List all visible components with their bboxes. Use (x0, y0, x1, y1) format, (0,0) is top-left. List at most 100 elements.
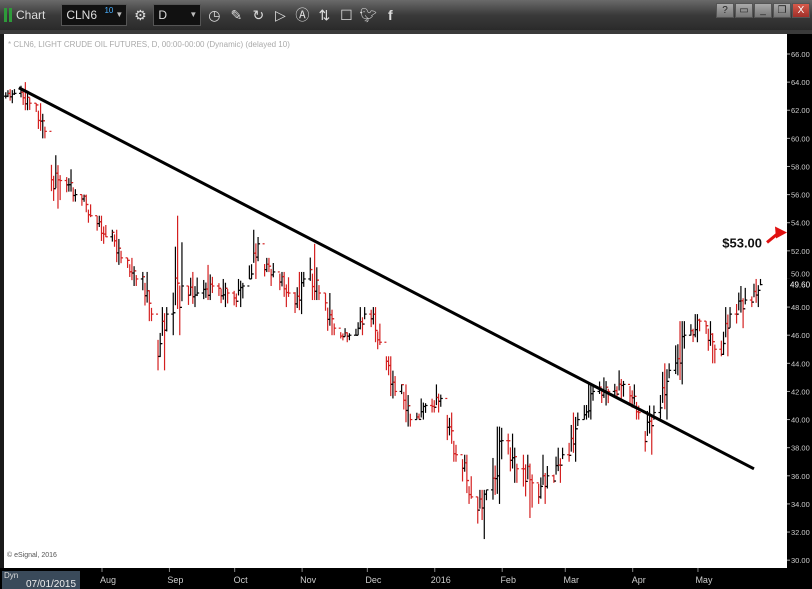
price-bar (162, 313, 167, 371)
price-bar (310, 268, 315, 301)
restore-button[interactable]: ❐ (773, 3, 791, 18)
price-bar (38, 103, 43, 131)
cursor-label-box (2, 571, 80, 589)
price-bar (103, 224, 108, 238)
link-window-button[interactable]: ▭ (735, 3, 753, 18)
price-bar (190, 271, 195, 304)
price-bar (601, 377, 606, 398)
target-price-label: $53.00 (722, 235, 762, 250)
play-icon[interactable]: ▷ (274, 7, 286, 23)
price-bar (264, 257, 269, 273)
price-bar (125, 257, 130, 268)
price-bar (129, 257, 134, 281)
price-bar (42, 120, 47, 139)
price-bar (116, 238, 121, 265)
comment-icon[interactable]: ☐ (340, 7, 353, 23)
symbol-input[interactable]: CLN6 10 ▼ (61, 4, 128, 26)
price-bar (179, 242, 184, 308)
price-bar (591, 384, 596, 401)
price-bar (27, 96, 32, 110)
price-bar (693, 314, 698, 338)
window-title: Chart (16, 8, 46, 22)
minimize-button[interactable]: _ (754, 3, 772, 18)
gear-icon[interactable]: ⚙ (134, 7, 147, 23)
price-bar (495, 426, 500, 494)
chevron-down-icon[interactable]: ▼ (115, 10, 124, 19)
price-bar (586, 384, 591, 418)
price-bar (149, 302, 154, 322)
price-bar (421, 402, 426, 420)
price-bar (225, 287, 230, 304)
price-bar (249, 264, 254, 280)
y-tick-label: 36.00 (791, 472, 810, 481)
price-bar (347, 333, 352, 341)
price-bar (649, 414, 654, 455)
price-bar (23, 82, 28, 111)
x-tick-label: Mar (564, 575, 580, 585)
price-bar (571, 412, 576, 453)
price-bar (506, 433, 511, 455)
price-bar (160, 307, 165, 345)
alert-icon[interactable]: Ⓐ (295, 7, 310, 23)
x-tick-label: Dec (365, 575, 382, 585)
price-bar (399, 384, 404, 395)
price-bar (119, 247, 124, 264)
twitter-icon[interactable]: 🐦︎ (359, 7, 378, 23)
price-bar (738, 285, 743, 313)
price-bar (69, 169, 74, 192)
price-bar (632, 384, 637, 405)
price-bar (560, 447, 565, 466)
close-button[interactable]: X (792, 3, 810, 18)
price-bar (203, 282, 208, 298)
price-bar (493, 465, 498, 495)
help-button[interactable]: ? (716, 3, 734, 18)
price-bar (556, 447, 561, 472)
price-bar (510, 433, 515, 469)
price-bar (325, 302, 330, 331)
price-bar (706, 325, 711, 351)
copyright: © eSignal, 2016 (7, 552, 57, 559)
price-bar (464, 454, 469, 494)
cursor-date-label: 07/01/2015 (26, 579, 76, 589)
clock-icon[interactable]: ◷ (208, 7, 221, 23)
price-bar (195, 277, 200, 297)
price-bar (353, 328, 358, 336)
price-bar (667, 363, 672, 383)
link-icon[interactable]: ⇅ (318, 7, 331, 23)
refresh-icon[interactable]: ↻ (252, 7, 265, 23)
price-axis[interactable]: 66.00 64.00 62.00 60.00 58.00 56.00 54.00 52.00… (787, 34, 812, 568)
price-bar (449, 412, 454, 444)
pencil-icon[interactable]: ✎ (230, 7, 243, 23)
price-bar (280, 271, 284, 287)
y-tick-label: 42.00 (791, 387, 810, 396)
price-bar (8, 89, 13, 101)
y-tick-label: 52.00 (791, 247, 810, 256)
facebook-icon[interactable]: f (388, 7, 393, 23)
interval-input[interactable]: D ▼ (153, 4, 202, 26)
price-bar (708, 321, 713, 346)
x-tick-label: Nov (300, 575, 317, 585)
price-bar (575, 412, 580, 430)
price-bar (712, 341, 717, 364)
chart-plot-area[interactable]: * CLN6, LIGHT CRUDE OIL FUTURES, D, 00:0… (4, 34, 787, 568)
price-bar (678, 321, 683, 380)
time-axis[interactable]: Aug Sep Oct Nov Dec 2016 Feb Mar Apr May Dyn 07/01/… (0, 568, 812, 589)
price-bar (430, 398, 435, 413)
price-bar (84, 194, 89, 213)
price-bar (606, 386, 611, 404)
price-bar (253, 243, 258, 279)
price-bar (660, 371, 665, 409)
chevron-down-icon[interactable]: ▼ (189, 10, 198, 19)
x-tick-label: Apr (632, 575, 646, 585)
x-tick-label: Feb (500, 575, 516, 585)
price-bar (373, 307, 378, 343)
price-bar (193, 286, 197, 308)
y-tick-label: 44.00 (791, 359, 810, 368)
price-bar (79, 194, 84, 206)
price-bar (55, 165, 60, 209)
price-bar (140, 271, 145, 291)
price-bar (454, 444, 458, 462)
price-bar (142, 276, 147, 306)
price-bar (164, 307, 169, 332)
price-bar (71, 181, 76, 202)
